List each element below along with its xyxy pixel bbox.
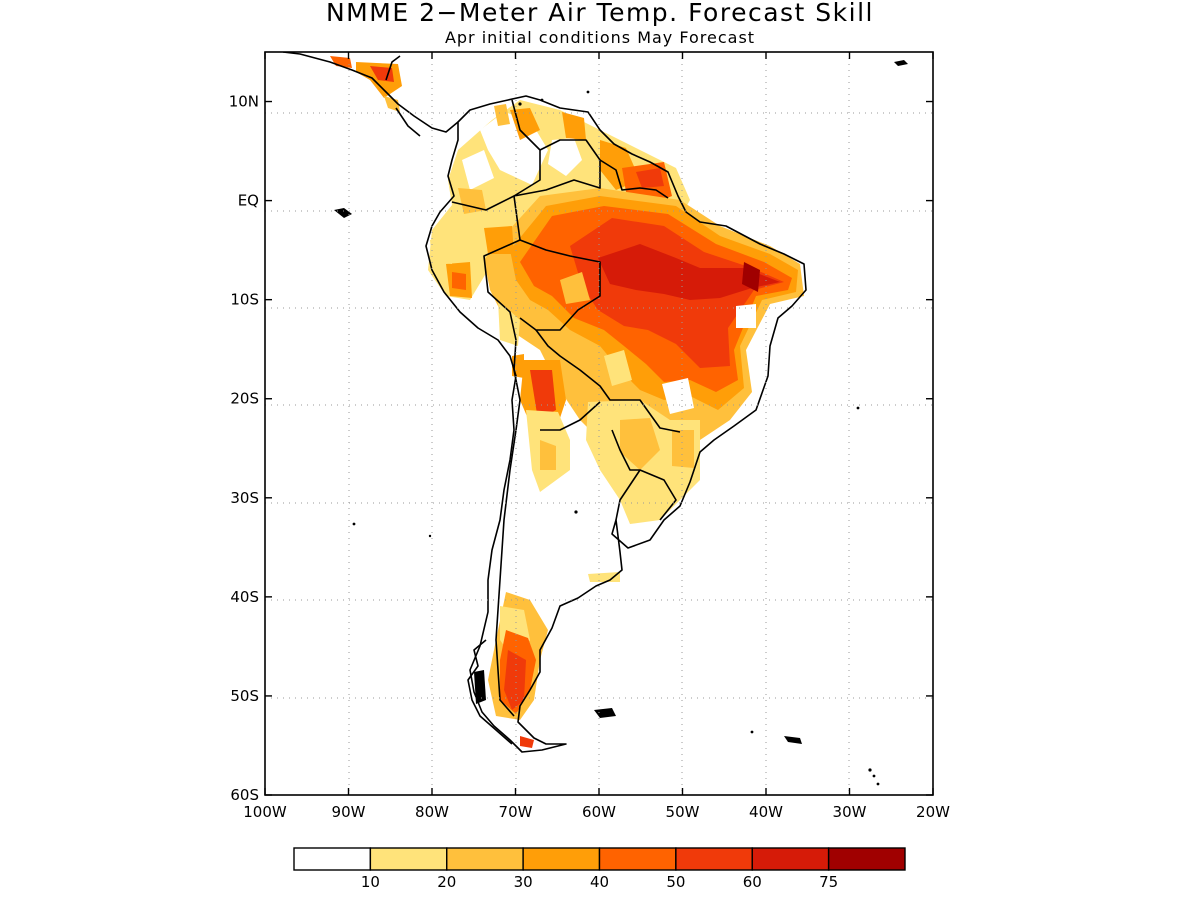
- lon-tick-label: 100W: [243, 803, 287, 821]
- colorbar-label: 10: [361, 873, 380, 891]
- lon-tick-label: 90W: [332, 803, 366, 821]
- longitude-axis: 100W 90W 80W 70W 60W 50W 40W 30W 20W: [243, 52, 950, 821]
- lon-tick-label: 80W: [415, 803, 449, 821]
- colorbar-label: 50: [666, 873, 685, 891]
- latitude-axis: 10N EQ 10S 20S 30S 40S 50S 60S: [229, 93, 933, 804]
- colorbar-label: 60: [743, 873, 762, 891]
- lat-tick-label: 50S: [230, 687, 259, 705]
- colorbar: 10 20 30 40 50 60 75: [293, 847, 906, 891]
- lon-tick-label: 50W: [666, 803, 700, 821]
- lon-tick-label: 60W: [582, 803, 616, 821]
- map-subtitle: Apr initial conditions May Forecast: [444, 28, 756, 47]
- colorbar-label: 30: [514, 873, 533, 891]
- colorbar-label: 40: [590, 873, 609, 891]
- colorbar-swatch: [751, 847, 830, 871]
- lat-tick-label: 40S: [230, 588, 259, 606]
- lon-tick-label: 70W: [499, 803, 533, 821]
- colorbar-swatch: [369, 847, 448, 871]
- lat-tick-label: 10S: [230, 291, 259, 309]
- colorbar-swatch: [446, 847, 524, 871]
- lat-tick-label: 60S: [230, 786, 259, 804]
- skill-shading: [330, 56, 804, 748]
- colorbar-label: 75: [819, 873, 838, 891]
- colorbar-swatch: [827, 847, 906, 871]
- colorbar-swatch: [598, 847, 677, 871]
- lat-tick-label: EQ: [238, 192, 259, 210]
- lon-tick-label: 30W: [833, 803, 867, 821]
- colorbar-label: 20: [437, 873, 456, 891]
- lon-tick-label: 20W: [916, 803, 950, 821]
- lon-tick-label: 40W: [749, 803, 783, 821]
- lat-tick-label: 30S: [230, 489, 259, 507]
- colorbar-swatch: [522, 847, 601, 871]
- lat-tick-label: 20S: [230, 390, 259, 408]
- colorbar-swatch: [675, 847, 753, 871]
- lat-tick-label: 10N: [229, 93, 259, 111]
- colorbar-swatch: [293, 847, 372, 871]
- map-title: NMME 2−Meter Air Temp. Forecast Skill: [325, 0, 874, 27]
- islands: [334, 60, 908, 786]
